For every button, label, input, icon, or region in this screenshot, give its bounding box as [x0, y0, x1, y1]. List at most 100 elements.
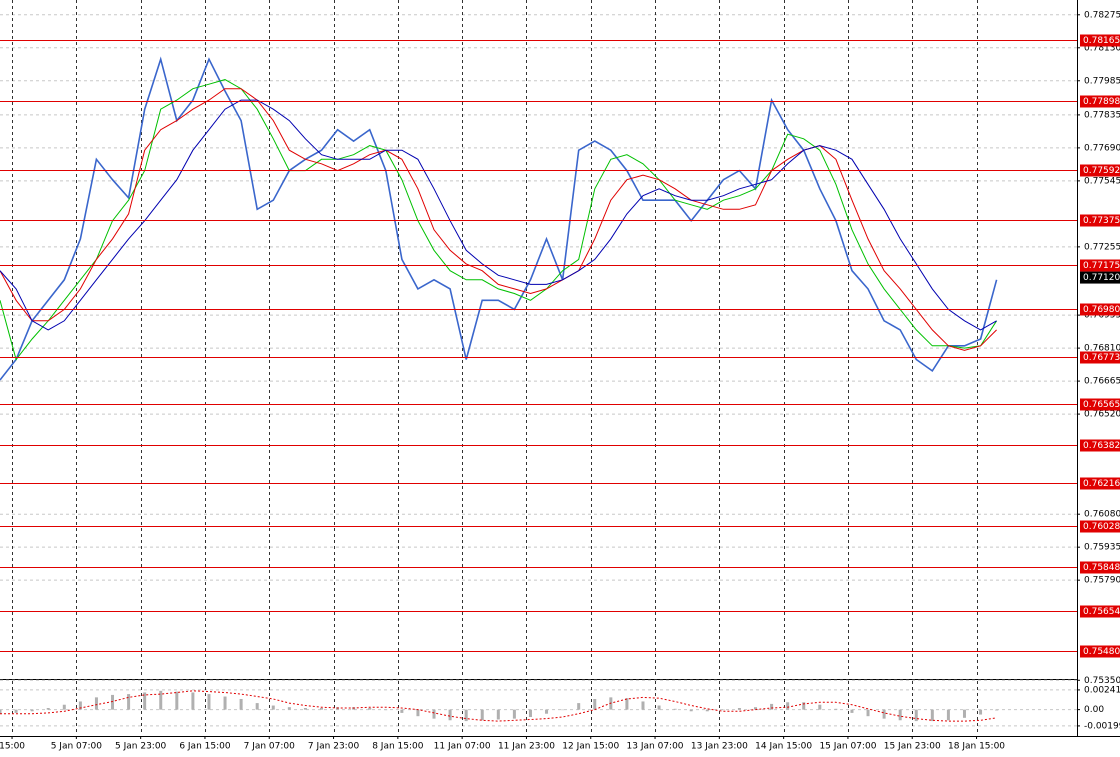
level-label-box [1080, 95, 1120, 108]
histogram-bar [94, 697, 98, 710]
level-label-box [1080, 605, 1120, 618]
histogram-bar [111, 694, 115, 710]
histogram-bar [786, 702, 790, 710]
level-label: 0.76980 [1083, 305, 1120, 315]
y-tick-label: -0.00199 [1084, 721, 1120, 731]
histogram-bar [593, 699, 597, 710]
level-label-box [1080, 520, 1120, 533]
level-label: 0.76565 [1083, 400, 1120, 410]
y-tick-label: 0.78130 [1084, 43, 1120, 53]
histogram-bar [512, 709, 516, 719]
histogram-bar [175, 691, 179, 710]
histogram-bar [705, 709, 709, 712]
histogram-bar [962, 709, 966, 718]
level-label: 0.75480 [1083, 647, 1120, 657]
histogram-bar [737, 708, 741, 710]
moving-average [0, 79, 998, 361]
histogram-bar [995, 709, 999, 711]
level-label: 0.76028 [1083, 522, 1120, 532]
x-tick-label: 7 Jan 23:00 [308, 742, 360, 752]
histogram-bar [496, 709, 500, 720]
level-label-box [1080, 34, 1120, 47]
histogram-bar [802, 702, 806, 710]
y-tick-label: 0.77985 [1084, 76, 1120, 86]
x-tick-label: 13 Jan 23:00 [691, 742, 748, 752]
x-tick-label: 11 Jan 07:00 [434, 742, 491, 752]
y-tick-label: 0.76080 [1084, 510, 1120, 520]
y-tick-label: 0.76665 [1084, 377, 1120, 387]
histogram-bar [0, 709, 2, 714]
histogram-bar [721, 709, 725, 711]
histogram-bar [255, 703, 259, 710]
level-label-box [1080, 164, 1120, 177]
level-label: 0.77375 [1083, 216, 1120, 226]
x-tick-label: 7 Jan 07:00 [244, 742, 296, 752]
x-tick-label: 13 Jan 07:00 [627, 742, 684, 752]
histogram-bar [673, 708, 677, 710]
current-price-box [1080, 271, 1120, 284]
y-tick-label: 0.00241 [1084, 685, 1120, 695]
y-tick-label: 0.76955 [1084, 311, 1120, 321]
histogram-bar [432, 709, 436, 719]
y-tick-label: 0.78275 [1084, 10, 1120, 20]
histogram-bar [368, 708, 372, 710]
histogram-bar [754, 707, 758, 710]
histogram-bar [914, 709, 918, 722]
y-tick-label: 0.76520 [1084, 410, 1120, 420]
histogram-bar [223, 696, 227, 710]
histogram-bar [545, 709, 549, 714]
histogram-bar [979, 709, 983, 715]
histogram-bar [946, 709, 950, 721]
histogram-bar [319, 708, 323, 710]
y-tick-label: 0.00 [1084, 705, 1104, 715]
histogram-bar [834, 708, 838, 710]
y-tick-label: 0.77835 [1084, 110, 1120, 120]
histogram-bar [127, 694, 131, 710]
x-tick-label: 15 Jan 23:00 [884, 742, 941, 752]
histogram-bar [62, 704, 66, 710]
x-tick-label: 12 Jan 15:00 [562, 742, 619, 752]
current-price-label: 0.77120 [1083, 273, 1120, 283]
histogram-bar [416, 709, 420, 717]
histogram-bar [191, 692, 195, 710]
y-tick-label: 0.75790 [1084, 576, 1120, 586]
level-label-box [1080, 351, 1120, 364]
histogram-bar [239, 699, 243, 710]
x-tick-label: 18 Jan 15:00 [948, 742, 1005, 752]
moving-average [0, 99, 997, 331]
x-tick-label: 5 Jan 07:00 [51, 742, 103, 752]
x-tick-label: 11 Jan 23:00 [498, 742, 555, 752]
level-label: 0.76382 [1083, 441, 1120, 451]
histogram-bar [271, 705, 275, 710]
histogram-bar [866, 709, 870, 717]
histogram-bar [159, 690, 163, 710]
histogram-bar [207, 694, 211, 710]
histogram-bar [30, 709, 34, 712]
level-label-box [1080, 477, 1120, 490]
histogram-bar [46, 708, 50, 710]
level-label-box [1080, 303, 1120, 316]
level-label: 0.78165 [1083, 36, 1120, 46]
histogram-bar [448, 709, 452, 721]
histogram-bar [577, 703, 581, 710]
histogram-bar [78, 701, 82, 710]
histogram-bar [882, 709, 886, 719]
histogram-bar [898, 709, 902, 721]
y-tick-label: 0.75350 [1084, 676, 1120, 686]
level-label-box [1080, 645, 1120, 658]
price-line [0, 56, 998, 381]
x-tick-label: 6 Jan 15:00 [179, 742, 231, 752]
x-tick-label: 14 Jan 15:00 [755, 742, 812, 752]
histogram-bar [850, 709, 854, 713]
level-label-box [1080, 214, 1120, 227]
histogram-bar [689, 709, 693, 712]
y-tick-label: 0.76810 [1084, 344, 1120, 354]
histogram-bar [480, 709, 484, 721]
x-tick-label: 8 Jan 15:00 [372, 742, 424, 752]
histogram-bar [464, 709, 468, 722]
histogram-bar [143, 692, 147, 710]
x-tick-label: 5 Jan 23:00 [115, 742, 167, 752]
histogram-bar [561, 709, 565, 711]
level-label: 0.77592 [1083, 166, 1120, 176]
